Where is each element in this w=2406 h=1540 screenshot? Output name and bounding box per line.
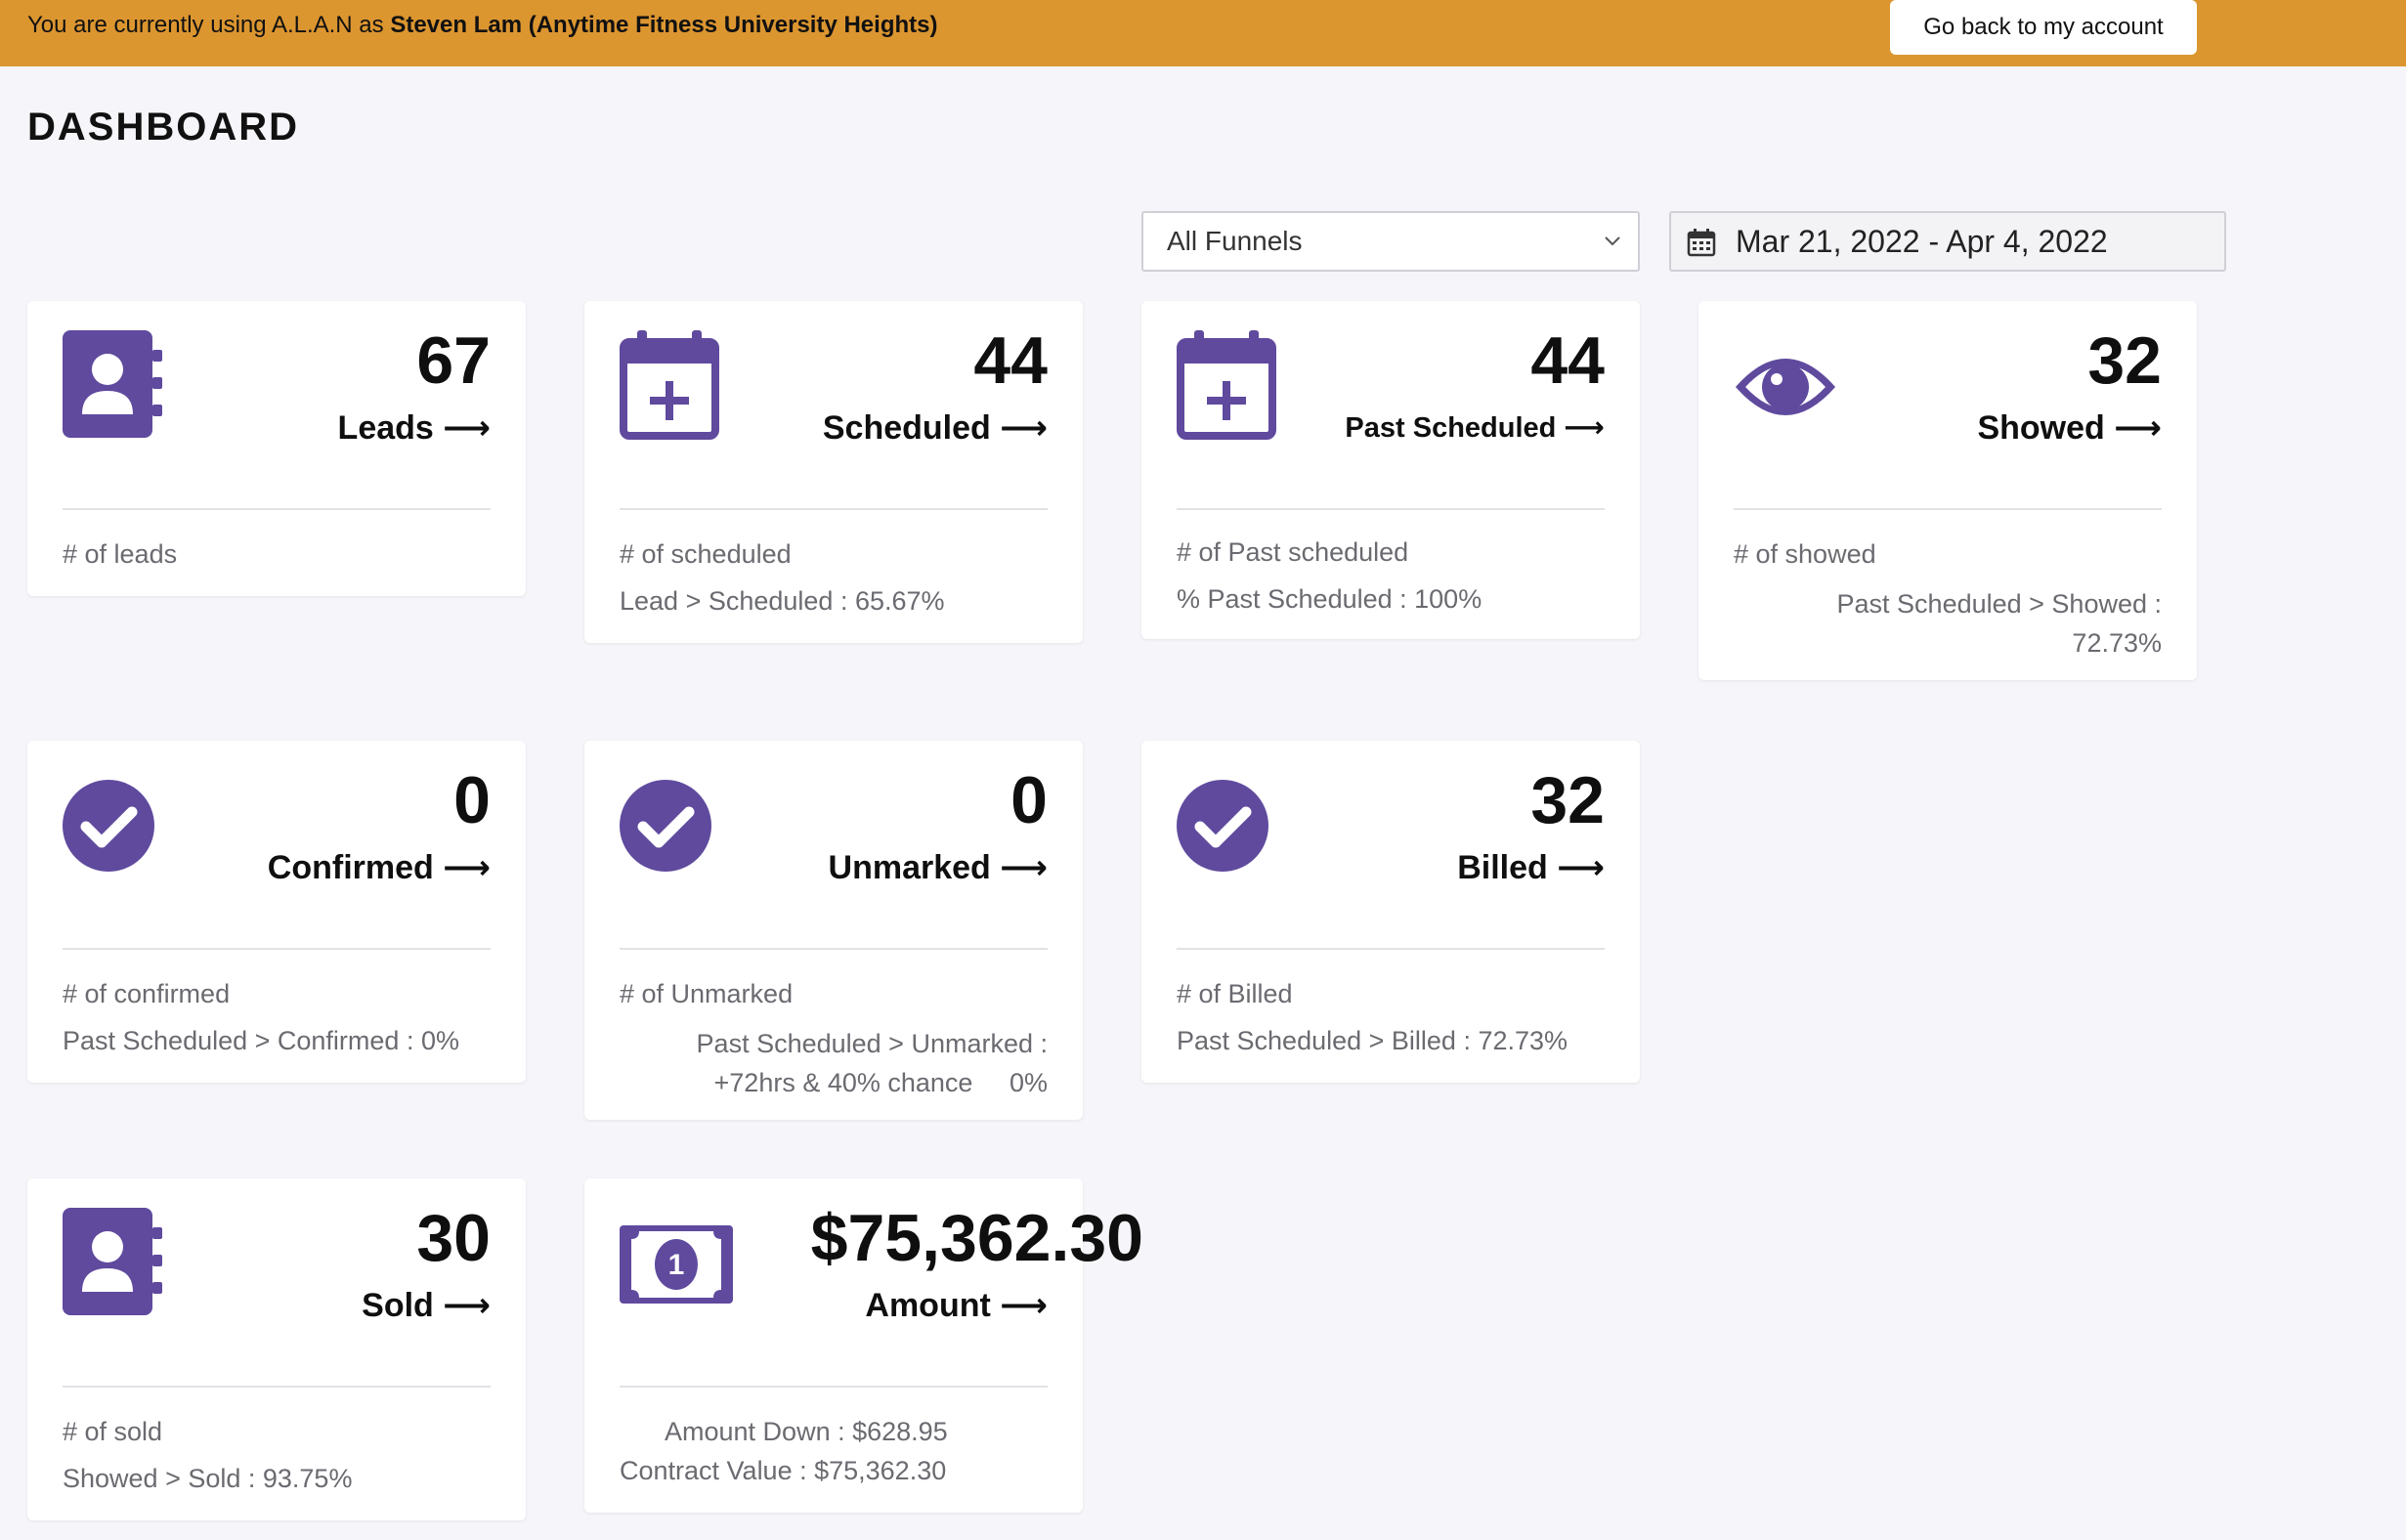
svg-text:1: 1 [668,1249,685,1281]
showed-description: # of showed [1734,539,1876,569]
unmarked-value: 0 [1010,763,1048,837]
leads-value: 67 [416,323,491,398]
calendar-plus-icon [1177,330,1276,440]
card-confirmed: 0 Confirmed ⟶ # of confirmed Past Schedu… [27,741,526,1083]
unmarked-description: # of Unmarked [620,979,794,1008]
confirmed-link[interactable]: Confirmed ⟶ [267,849,491,886]
leads-link[interactable]: Leads ⟶ [337,409,491,447]
card-showed: 32 Showed ⟶ # of showed Past Scheduled >… [1698,301,2197,680]
confirmed-value: 0 [453,763,491,837]
card-leads: 67 Leads ⟶ # of leads [27,301,526,596]
banner-prefix: You are currently using A.L.A.N as [27,12,391,38]
funnel-select[interactable]: All Funnels [1141,211,1640,272]
showed-link[interactable]: Showed ⟶ [1977,409,2162,447]
amount-value: $75,362.30 [810,1201,1143,1275]
past-scheduled-ratio: % Past Scheduled : 100% [1177,584,1482,614]
contacts-book-icon [63,1208,162,1315]
scheduled-value: 44 [973,323,1048,398]
divider [63,948,491,950]
divider [1177,948,1605,950]
confirmed-ratio: Past Scheduled > Confirmed : 0% [63,1026,459,1055]
go-back-button[interactable]: Go back to my account [1890,0,2197,55]
divider [63,508,491,510]
contract-value: Contract Value : $75,362.30 [620,1456,947,1485]
unmarked-ratio: Past Scheduled > Unmarked : +72hrs & 40%… [697,1024,1048,1102]
divider [620,1386,1048,1388]
check-circle-icon [620,780,711,872]
showed-ratio-label: Past Scheduled > Showed : [1836,589,2162,619]
billed-description: # of Billed [1177,979,1293,1008]
divider [1734,508,2162,510]
card-past-scheduled: 44 Past Scheduled ⟶ # of Past scheduled … [1141,301,1640,639]
sold-link[interactable]: Sold ⟶ [362,1287,491,1324]
card-unmarked: 0 Unmarked ⟶ # of Unmarked Past Schedule… [584,741,1083,1120]
date-range-value: Mar 21, 2022 - Apr 4, 2022 [1736,223,2108,259]
amount-down: Amount Down : $628.95 [665,1417,948,1446]
divider [620,508,1048,510]
sold-description: # of sold [63,1417,163,1446]
unmarked-ratio-value: 0% [1009,1068,1048,1097]
contacts-book-icon [63,330,162,438]
showed-value: 32 [2087,323,2162,398]
banner-user: Steven Lam (Anytime Fitness University H… [390,12,938,38]
scheduled-link[interactable]: Scheduled ⟶ [822,409,1048,447]
card-sold: 30 Sold ⟶ # of sold Showed > Sold : 93.7… [27,1178,526,1520]
amount-link[interactable]: Amount ⟶ [865,1287,1048,1324]
sold-ratio: Showed > Sold : 93.75% [63,1464,353,1493]
unmarked-ratio-note: +72hrs & 40% chance [713,1068,973,1097]
date-range-picker[interactable]: Mar 21, 2022 - Apr 4, 2022 [1669,211,2226,272]
card-scheduled: 44 Scheduled ⟶ # of scheduled Lead > Sch… [584,301,1083,643]
past-scheduled-value: 44 [1530,323,1605,398]
card-amount: 1 $75,362.30 Amount ⟶ Amount Down : $628… [584,1178,1143,1513]
impersonation-banner: You are currently using A.L.A.N as Steve… [0,0,2406,66]
scheduled-description: # of scheduled [620,539,792,569]
banner-text: You are currently using A.L.A.N as Steve… [27,12,937,39]
unmarked-ratio-detail: +72hrs & 40% chance 0% [697,1063,1048,1102]
showed-ratio: Past Scheduled > Showed : 72.73% [1837,584,2162,663]
leads-description: # of leads [63,539,178,569]
card-billed: 32 Billed ⟶ # of Billed Past Scheduled >… [1141,741,1640,1083]
unmarked-link[interactable]: Unmarked ⟶ [828,849,1048,886]
billed-value: 32 [1530,763,1605,837]
chevron-down-icon [1605,236,1620,246]
billed-ratio: Past Scheduled > Billed : 72.73% [1177,1026,1568,1055]
calendar-icon [1687,229,1716,257]
past-scheduled-description: # of Past scheduled [1177,537,1409,567]
scheduled-ratio: Lead > Scheduled : 65.67% [620,586,945,616]
dollar-bill-icon: 1 [620,1225,733,1304]
sold-value: 30 [416,1201,491,1275]
divider [620,948,1048,950]
divider [1177,508,1605,510]
confirmed-description: # of confirmed [63,979,231,1008]
past-scheduled-link[interactable]: Past Scheduled ⟶ [1345,412,1605,444]
page-title: DASHBOARD [27,106,299,149]
divider [63,1386,491,1388]
funnel-select-value: All Funnels [1167,226,1303,256]
showed-ratio-value: 72.73% [2072,628,2162,658]
check-circle-icon [63,780,154,872]
eye-icon [1736,359,1835,415]
calendar-plus-icon [620,330,719,440]
check-circle-icon [1177,780,1268,872]
unmarked-ratio-label: Past Scheduled > Unmarked : [696,1029,1048,1058]
billed-link[interactable]: Billed ⟶ [1457,849,1605,886]
